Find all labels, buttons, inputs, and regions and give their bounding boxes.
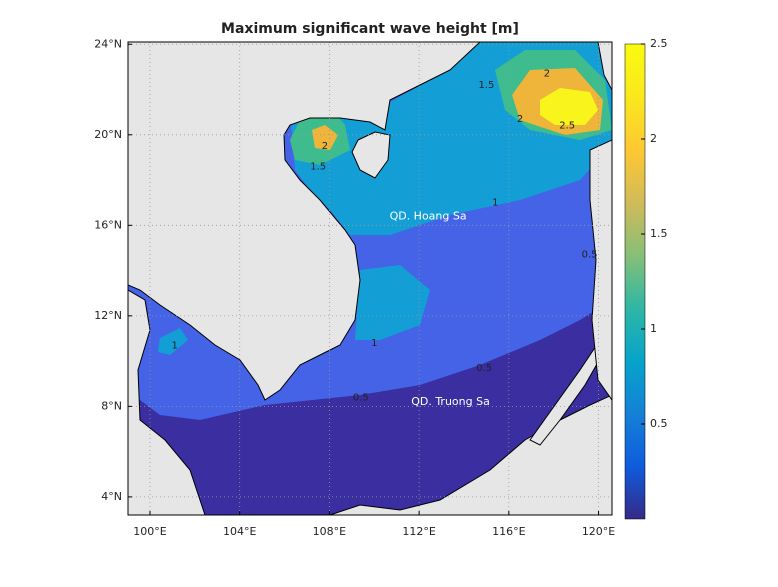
x-tick-label: 108°E: [313, 525, 346, 538]
x-tick-label: 100°E: [133, 525, 166, 538]
x-tick-label: 104°E: [223, 525, 256, 538]
contour-label: 2.5: [559, 121, 575, 132]
colorbar-tick-label: 1: [650, 322, 657, 335]
x-tick-label: 116°E: [492, 525, 525, 538]
level-2: [312, 125, 338, 150]
contour-label: 2: [322, 141, 328, 152]
level-25: [540, 88, 598, 125]
contour-label: 0.5: [353, 392, 369, 403]
map-title: Maximum significant wave height [m]: [221, 21, 519, 37]
land-hainan: [351, 131, 391, 179]
place-name: QD. Hoang Sa: [390, 209, 467, 222]
contour-label: 2: [517, 114, 523, 125]
contour-label: 1: [171, 340, 177, 351]
x-tick-label: 112°E: [402, 525, 435, 538]
x-tick-label: 120°E: [582, 525, 615, 538]
level-1: [355, 265, 430, 340]
colorbar-tick-label: 2: [650, 132, 657, 145]
y-tick-label: 16°N: [94, 218, 122, 231]
contour-label: 1.5: [310, 161, 326, 172]
colorbar-tick-label: 1.5: [650, 227, 668, 240]
land-philippines: [589, 139, 612, 401]
map-labels: 2 1.5 2 2.5 2 1.5 1 1 1 0.5 0.5 0.5 QD. Hoang Sa QD. …: [171, 69, 597, 408]
y-tick-label: 20°N: [94, 128, 122, 141]
land-malay: [128, 289, 206, 515]
land-borneo: [329, 394, 612, 515]
contour-label: 0.5: [582, 250, 598, 261]
map-frame: [127, 41, 613, 516]
colorbar-tick-label: 2.5: [650, 37, 668, 50]
contour-label: 1.5: [478, 80, 494, 91]
contour-label: 0.5: [476, 363, 492, 374]
land-mainland: [128, 42, 481, 401]
level-1: [158, 328, 188, 355]
y-tick-label: 4°N: [101, 490, 122, 503]
colorbar: [624, 43, 646, 520]
colorbar-tick-label: 0.5: [650, 417, 668, 430]
contour-label: 1: [371, 338, 377, 349]
wave-field: [128, 42, 612, 515]
y-tick-label: 8°N: [101, 399, 122, 412]
y-tick-label: 24°N: [94, 37, 122, 50]
contour-label: 1: [492, 198, 498, 209]
land-taiwan: [597, 42, 612, 91]
grid: [128, 42, 612, 515]
place-name: QD. Truong Sa: [411, 395, 490, 408]
contour-label: 2: [544, 69, 550, 80]
y-tick-label: 12°N: [94, 309, 122, 322]
